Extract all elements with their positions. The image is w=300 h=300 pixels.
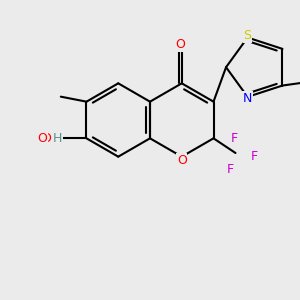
Text: F: F xyxy=(227,163,234,176)
Text: O: O xyxy=(38,132,47,145)
Text: O: O xyxy=(177,154,187,166)
Text: S: S xyxy=(244,29,252,42)
Text: F: F xyxy=(230,132,237,145)
Text: H: H xyxy=(53,132,62,145)
Text: O: O xyxy=(175,38,185,52)
Text: N: N xyxy=(243,92,252,105)
Text: OH: OH xyxy=(41,132,60,145)
Text: F: F xyxy=(250,150,257,163)
